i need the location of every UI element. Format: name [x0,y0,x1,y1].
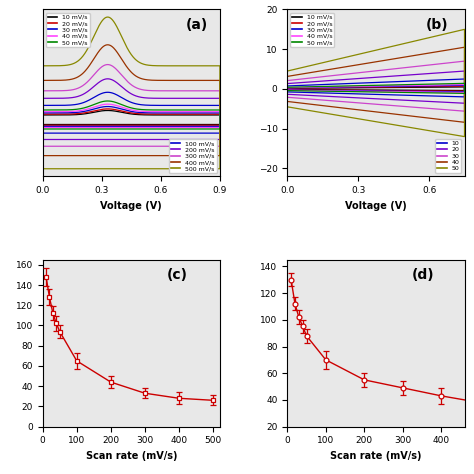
X-axis label: Scan rate (mV/s): Scan rate (mV/s) [330,451,422,461]
Text: (c): (c) [167,268,188,282]
Text: (b): (b) [426,18,448,32]
Legend: 10, 20, 30, 40, 50: 10, 20, 30, 40, 50 [436,139,461,173]
X-axis label: Scan rate (mV/s): Scan rate (mV/s) [85,451,177,461]
X-axis label: Voltage (V): Voltage (V) [100,201,162,210]
Text: (a): (a) [186,18,209,32]
Legend: 100 mV/s, 200 mV/s, 300 mV/s, 400 mV/s, 500 mV/s: 100 mV/s, 200 mV/s, 300 mV/s, 400 mV/s, … [169,139,217,173]
Text: (d): (d) [411,268,434,282]
X-axis label: Voltage (V): Voltage (V) [345,201,407,210]
